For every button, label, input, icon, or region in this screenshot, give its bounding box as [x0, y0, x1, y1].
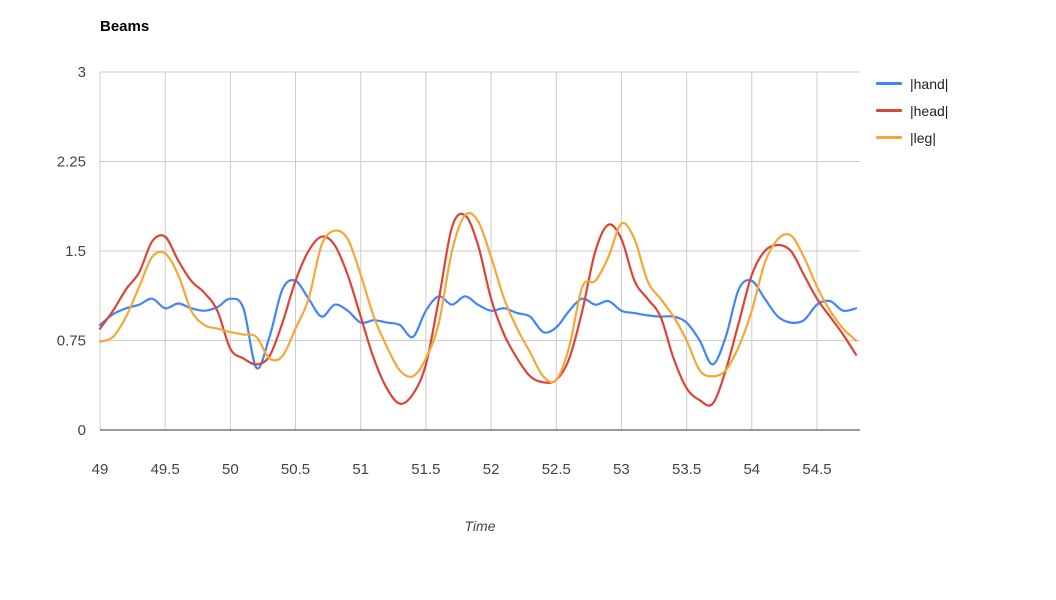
- x-axis-title: Time: [464, 518, 496, 534]
- chart-title: Beams: [100, 18, 150, 35]
- series-line-leg: [98, 211, 858, 384]
- legend-item-head[interactable]: |head|: [876, 97, 948, 124]
- x-tick-label: 50: [222, 461, 239, 478]
- legend-swatch-icon: [876, 82, 902, 85]
- legend-swatch-icon: [876, 109, 902, 112]
- chart-legend: |hand| |head| |leg|: [876, 70, 948, 151]
- legend-label: |head|: [910, 102, 949, 119]
- series-line-hand: [98, 279, 858, 370]
- legend-label: |hand|: [910, 75, 949, 92]
- legend-swatch-icon: [876, 136, 902, 139]
- y-tick-label: 3: [78, 64, 86, 81]
- x-tick-label: 50.5: [281, 461, 310, 478]
- x-tick-label: 53.5: [672, 461, 701, 478]
- legend-label: |leg|: [910, 129, 936, 146]
- x-tick-label: 54.5: [802, 461, 831, 478]
- x-tick-label: 52.5: [542, 461, 571, 478]
- y-tick-label: 2.25: [57, 154, 86, 171]
- legend-item-leg[interactable]: |leg|: [876, 124, 948, 151]
- series-line-head: [98, 212, 858, 407]
- x-tick-label: 51: [352, 461, 369, 478]
- x-tick-label: 53: [613, 461, 630, 478]
- y-tick-label: 1.5: [65, 243, 86, 260]
- x-tick-label: 51.5: [411, 461, 440, 478]
- x-tick-label: 49: [92, 461, 109, 478]
- y-tick-label: 0.75: [57, 333, 86, 350]
- x-tick-label: 52: [483, 461, 500, 478]
- y-tick-label: 0: [78, 422, 86, 439]
- x-tick-label: 49.5: [151, 461, 180, 478]
- x-tick-label: 54: [743, 461, 760, 478]
- legend-item-hand[interactable]: |hand|: [876, 70, 948, 97]
